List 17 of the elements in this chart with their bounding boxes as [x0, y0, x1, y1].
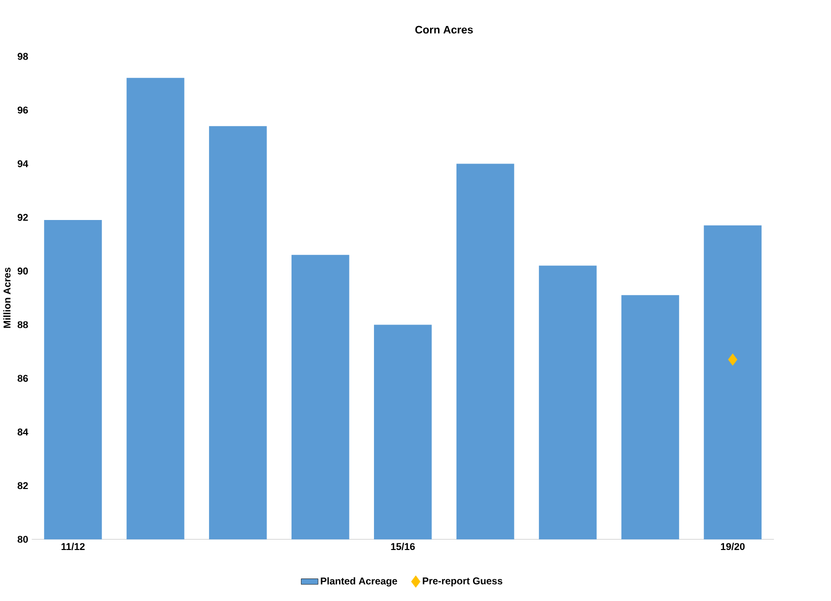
chart-title: Corn Acres: [415, 26, 473, 34]
y-tick-label: 94: [18, 160, 28, 168]
x-tick-label: 11/12: [62, 542, 85, 550]
legend-label: Planted Acreage: [320, 577, 398, 587]
y-tick-label: 90: [18, 268, 28, 275]
y-tick-label: 86: [18, 375, 28, 382]
y-axis-title: Million Acres: [3, 268, 11, 328]
y-tick-label: 84: [18, 428, 28, 436]
y-tick-label: 98: [18, 53, 28, 60]
y-tick-label: 92: [18, 214, 28, 222]
y-tick-label: 82: [18, 482, 28, 490]
legend-label: Pre-report Guess: [422, 578, 502, 586]
x-tick-label: 15/16: [391, 542, 415, 550]
y-tick-label: 88: [18, 321, 28, 328]
x-tick-label: 19/20: [720, 542, 745, 550]
y-tick-label: 80: [18, 536, 28, 543]
y-tick-label: 96: [18, 106, 28, 114]
